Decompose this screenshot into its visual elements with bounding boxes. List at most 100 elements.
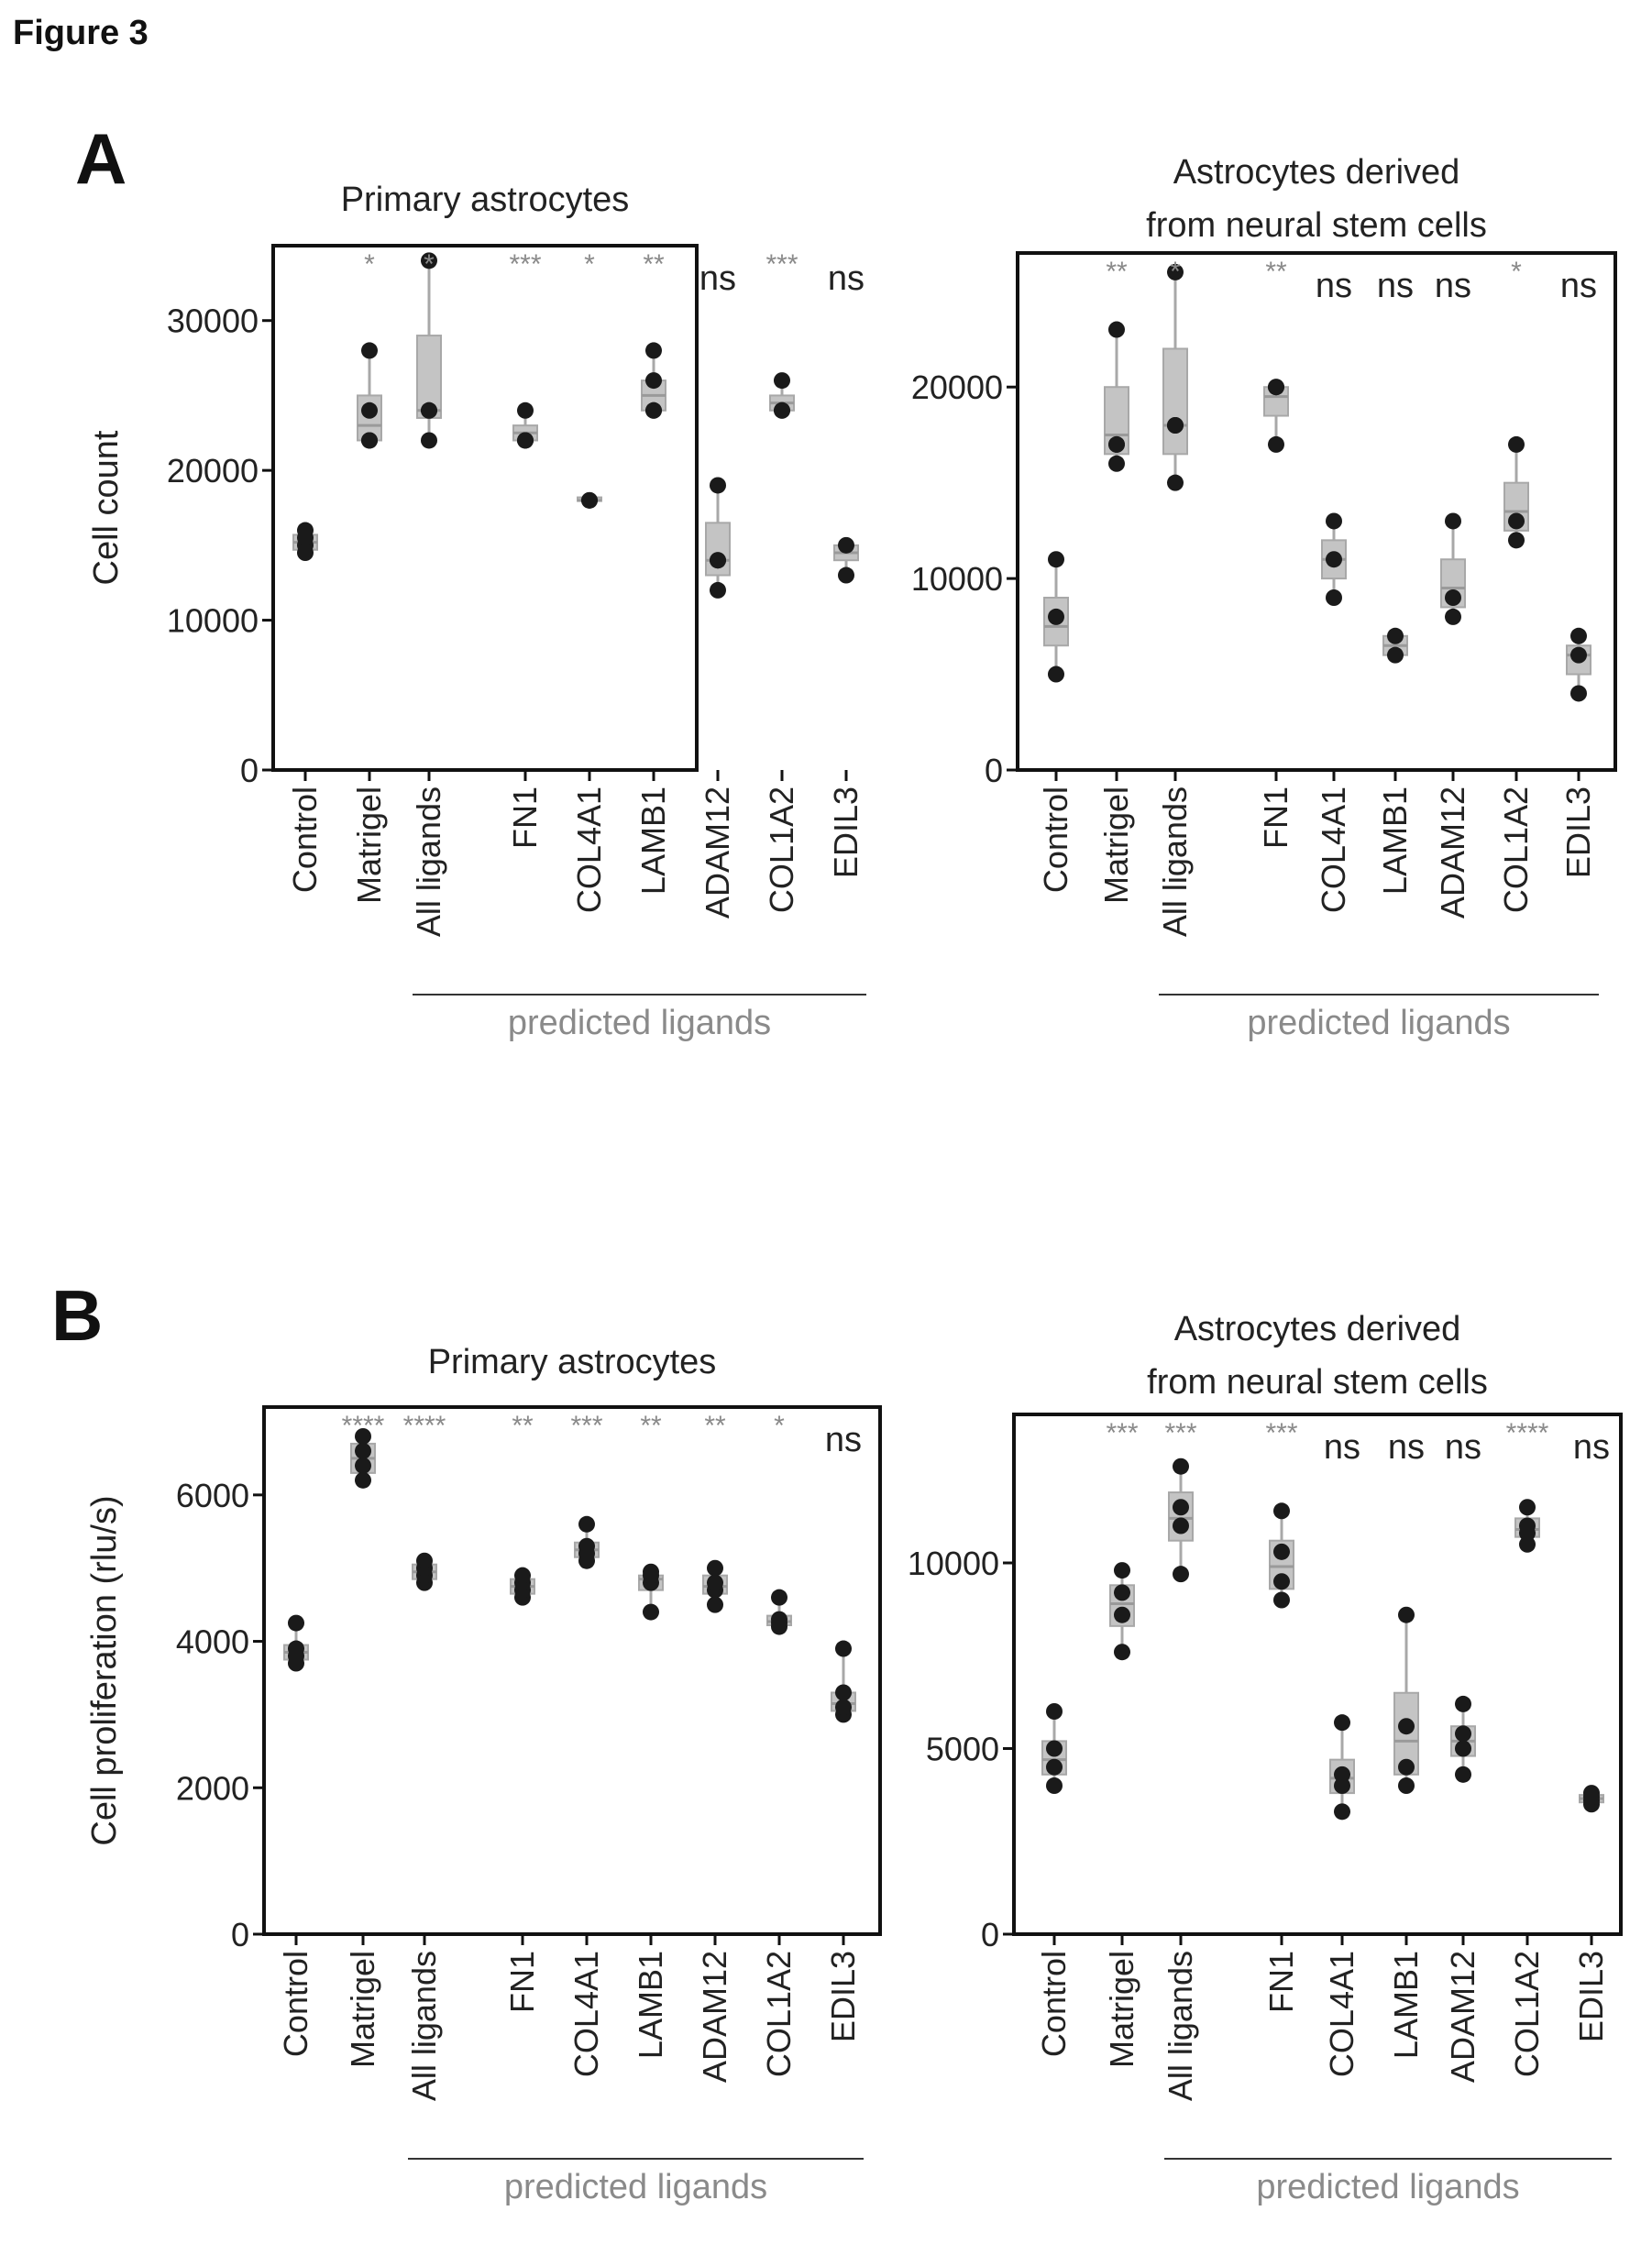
category-label: FN1	[1257, 786, 1294, 849]
data-point	[361, 432, 378, 449]
data-point	[1455, 1766, 1471, 1783]
data-point	[514, 1567, 531, 1584]
data-point	[1508, 512, 1525, 530]
data-point	[1570, 646, 1587, 664]
y-tick-label: 5000	[926, 1731, 999, 1768]
y-tick-label: 0	[981, 1916, 999, 1953]
y-tick-label: 4000	[176, 1623, 249, 1661]
category-label: COL1A2	[763, 786, 800, 913]
data-point	[838, 536, 854, 554]
category-label: ADAM12	[1434, 786, 1471, 918]
significance-label: **	[643, 249, 665, 280]
data-point	[1273, 1573, 1290, 1590]
data-point	[1046, 1758, 1063, 1776]
data-point	[1455, 1725, 1471, 1743]
data-point	[1387, 627, 1404, 644]
data-point	[1173, 1499, 1189, 1516]
data-point	[578, 1537, 595, 1555]
data-point	[421, 252, 437, 270]
data-point	[1398, 1606, 1415, 1623]
y-tick-label: 6000	[176, 1477, 249, 1514]
plot-frame	[262, 1405, 882, 1936]
category-label: ADAM12	[699, 786, 736, 918]
data-point	[416, 1552, 433, 1569]
category-label: Control	[286, 786, 324, 893]
category-label: Control	[277, 1951, 314, 2057]
significance-label: ns	[1377, 267, 1414, 305]
group-label: predicted ligands	[508, 1004, 771, 1042]
data-point	[645, 402, 662, 419]
category-label: EDIL3	[827, 786, 865, 878]
significance-label: *	[424, 249, 435, 280]
category-label: All ligands	[1156, 786, 1194, 937]
data-point	[355, 1442, 371, 1459]
data-point	[1273, 1591, 1290, 1609]
category-label: EDIL3	[1572, 1951, 1610, 2042]
data-point	[1167, 417, 1184, 434]
data-point	[643, 1603, 659, 1621]
data-point	[1326, 589, 1342, 606]
chart-1: Primary astrocytes 0 10000 20000 30000 Cell c…	[87, 181, 866, 1042]
data-point	[361, 342, 378, 359]
data-point	[774, 402, 790, 419]
data-point	[1334, 1766, 1350, 1783]
category-label: COL1A2	[760, 1951, 798, 2077]
significance-label: **	[512, 1411, 534, 1441]
y-tick-label: 10000	[167, 602, 259, 640]
data-point	[1455, 1740, 1471, 1757]
category-label: COL1A2	[1508, 1951, 1546, 2077]
data-point	[771, 1589, 787, 1606]
data-point	[1173, 1458, 1189, 1475]
category-label: All ligands	[410, 786, 447, 937]
significance-label: ns	[1435, 267, 1471, 305]
group-label: predicted ligands	[1247, 1004, 1510, 1042]
data-point	[1114, 1644, 1130, 1661]
category-label: LAMB1	[634, 786, 672, 895]
chart-title: from neural stem cells	[1147, 1363, 1488, 1402]
data-point	[1048, 551, 1064, 568]
data-point	[1334, 1803, 1350, 1820]
significance-label: *	[774, 1411, 785, 1441]
category-label: EDIL3	[1559, 786, 1597, 878]
y-tick-label: 10000	[911, 560, 1003, 598]
data-point	[1167, 263, 1184, 280]
data-point	[1114, 1562, 1130, 1579]
significance-label: ***	[1106, 1418, 1138, 1448]
category-label: ADAM12	[1444, 1951, 1481, 2083]
data-point	[355, 1457, 371, 1474]
data-point	[1108, 455, 1125, 472]
data-point	[1108, 435, 1125, 453]
significance-label: ****	[342, 1411, 385, 1441]
data-point	[1114, 1584, 1130, 1601]
data-point	[1326, 512, 1342, 530]
significance-label: ns	[828, 259, 865, 298]
data-point	[581, 491, 598, 509]
data-point	[1268, 379, 1284, 396]
category-label: Matrigel	[1103, 1951, 1140, 2068]
significance-label: *	[1511, 257, 1522, 287]
data-point	[1046, 1777, 1063, 1794]
data-point	[421, 432, 437, 449]
significance-label: **	[704, 1411, 726, 1441]
data-point	[1273, 1502, 1290, 1520]
y-tick-label: 2000	[176, 1769, 249, 1807]
category-label: Matrigel	[350, 786, 388, 904]
y-tick-label: 0	[231, 1916, 249, 1953]
significance-label: ****	[1506, 1418, 1549, 1448]
category-label: LAMB1	[1376, 786, 1414, 895]
y-tick-label: 20000	[167, 452, 259, 490]
significance-label: ns	[1316, 267, 1352, 305]
category-label: FN1	[503, 1951, 541, 2013]
data-point	[774, 372, 790, 390]
significance-label: **	[1265, 257, 1287, 287]
data-point	[1445, 589, 1461, 606]
category-label: All ligands	[405, 1951, 443, 2101]
panel-letter-a: A	[75, 118, 127, 199]
data-point	[1108, 321, 1125, 338]
significance-label: ***	[1265, 1418, 1297, 1448]
data-point	[1387, 646, 1404, 664]
data-point	[1445, 608, 1461, 625]
data-point	[645, 342, 662, 359]
category-label: All ligands	[1162, 1951, 1199, 2101]
data-point	[710, 581, 726, 599]
